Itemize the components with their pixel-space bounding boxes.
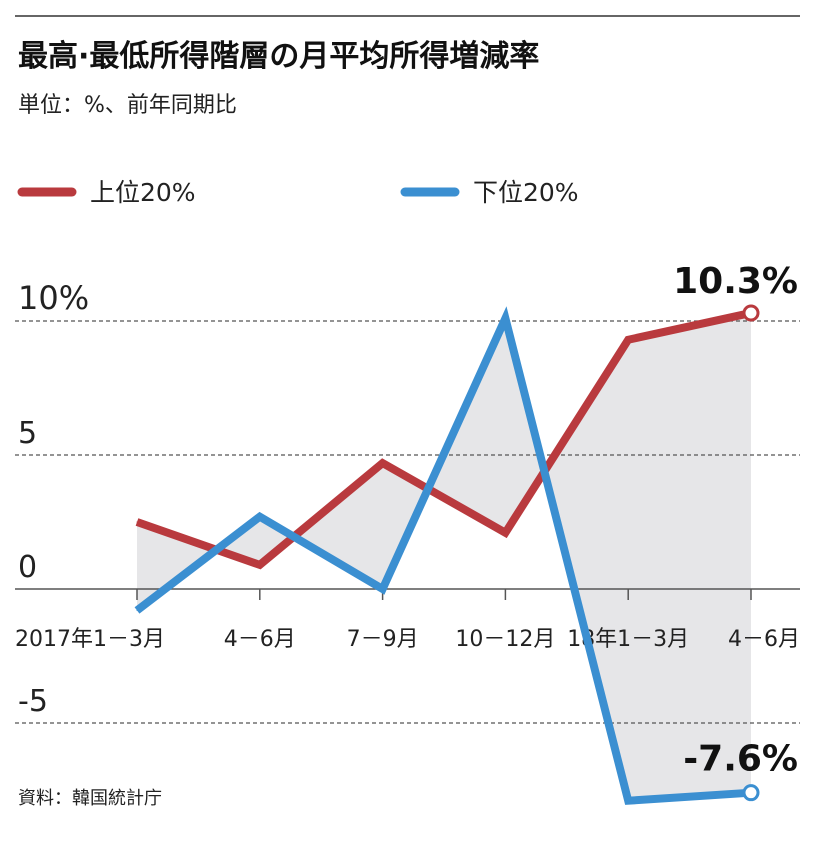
x-tick-label: 7－9月 (347, 627, 419, 652)
data-point (382, 588, 384, 590)
series-line-0 (135, 309, 752, 570)
legend-label-0: 上位20% (90, 178, 196, 207)
y-tick-label: -5 (18, 684, 48, 719)
x-tick-label: 4－6月 (728, 627, 800, 652)
end-value-label: 10.3% (673, 261, 798, 302)
x-tick-label: 4－6月 (224, 627, 296, 652)
data-point (627, 800, 629, 802)
x-tick-label: 2017年1－3月 (15, 627, 165, 652)
source-note: 資料：韓国統計庁 (18, 788, 162, 809)
series-line-1 (134, 306, 752, 805)
chart-subtitle: 単位：%、前年同期比 (18, 93, 237, 118)
data-point (136, 609, 138, 611)
end-marker-1 (742, 784, 760, 802)
end-marker-0 (742, 304, 760, 322)
data-point (259, 516, 261, 518)
data-point (259, 564, 261, 566)
end-value-label: -7.6% (683, 739, 798, 780)
chart-title: 最高·最低所得階層の月平均所得増減率 (18, 39, 539, 74)
y-tick-label: 10% (18, 279, 89, 317)
legend: 上位20% 下位20% (17, 178, 579, 207)
legend-label-1: 下位20% (473, 178, 579, 207)
y-tick-label: 5 (18, 416, 37, 451)
data-point (504, 532, 506, 534)
data-point (504, 317, 506, 319)
y-tick-label: 0 (18, 550, 37, 585)
data-point (136, 521, 138, 523)
data-point (382, 462, 384, 464)
x-tick-label: 10－12月 (455, 627, 555, 652)
data-point (627, 339, 629, 341)
